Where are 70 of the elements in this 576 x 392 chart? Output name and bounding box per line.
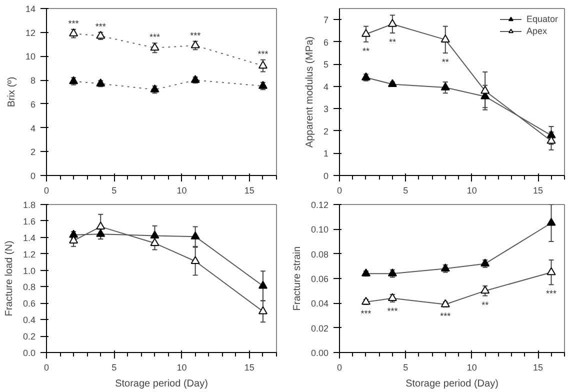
- x-axis-title: Storage period (Day): [115, 378, 208, 390]
- y-axis-title: Apparent modulus (MPa): [304, 36, 316, 148]
- y-tick-label: 1.8: [22, 200, 36, 210]
- legend-label: Equator: [526, 14, 558, 24]
- y-tick-label: 1.4: [22, 232, 36, 243]
- y-tick-label: 1.6: [22, 216, 36, 226]
- y-tick-label: 14: [25, 4, 36, 14]
- y-tick-label: 0.6: [22, 298, 36, 309]
- x-tick-label: 0: [44, 186, 50, 196]
- y-tick-label: 4: [30, 123, 36, 134]
- y-tick-label: 0.4: [22, 315, 36, 326]
- x-tick-label: 5: [403, 186, 408, 196]
- x-tick-label: 10: [176, 362, 187, 372]
- x-tick-label: 15: [533, 186, 544, 196]
- annotation: ***: [258, 48, 269, 59]
- y-tick-label: 0.0: [22, 348, 36, 358]
- legend-label: Apex: [526, 26, 547, 36]
- y-tick-label: 5: [323, 60, 329, 70]
- y-tick-label: 10: [25, 52, 36, 62]
- y-tick-label: 0.06: [310, 274, 329, 284]
- y-tick-label: 0.2: [22, 332, 36, 342]
- y-tick-label: 1.2: [22, 249, 36, 260]
- annotation: ***: [68, 18, 80, 28]
- y-tick-label: 0.10: [310, 224, 329, 235]
- annotation: ***: [360, 308, 372, 318]
- x-tick-label: 5: [403, 362, 408, 372]
- y-tick-label: 7: [323, 15, 329, 26]
- x-axis-title: Storage period (Day): [406, 378, 498, 390]
- annotation: ***: [149, 32, 160, 42]
- y-tick-label: 0.8: [22, 282, 36, 292]
- y-tick-label: 0.08: [310, 249, 329, 260]
- annotation: ***: [440, 310, 452, 321]
- x-tick-label: 0: [44, 362, 50, 372]
- x-tick-label: 15: [244, 362, 254, 372]
- y-tick-label: 2: [30, 147, 36, 158]
- y-tick-label: 8: [30, 76, 36, 86]
- annotation: ***: [95, 21, 106, 32]
- y-tick-label: 6: [323, 37, 329, 48]
- y-tick-label: 0: [30, 171, 36, 181]
- annotation: **: [442, 57, 450, 68]
- annotation: **: [388, 36, 396, 47]
- x-tick-label: 10: [176, 186, 187, 196]
- y-axis-title: Fracture strain: [292, 246, 303, 311]
- y-tick-label: 0.00: [310, 348, 329, 358]
- annotation: ***: [387, 306, 398, 316]
- y-tick-label: 0.04: [310, 298, 329, 309]
- y-tick-label: 0: [323, 171, 329, 181]
- y-tick-label: 3: [323, 104, 329, 114]
- y-axis-title: Fracture load (N): [4, 240, 15, 316]
- y-tick-label: 0.12: [310, 200, 329, 210]
- annotation: ***: [190, 30, 202, 40]
- x-tick-label: 15: [244, 186, 254, 196]
- x-tick-label: 5: [112, 186, 117, 196]
- x-tick-label: 0: [336, 186, 342, 196]
- y-tick-label: 12: [25, 28, 36, 38]
- y-tick-label: 1: [323, 148, 329, 159]
- y-tick-label: 2: [323, 126, 329, 136]
- y-tick-label: 4: [323, 82, 329, 92]
- annotation: ***: [546, 288, 558, 299]
- y-axis-title: Brix (º): [6, 76, 18, 108]
- x-tick-label: 10: [466, 362, 477, 372]
- x-tick-label: 5: [112, 362, 117, 372]
- y-tick-label: 1.0: [22, 266, 36, 276]
- annotation: **: [482, 300, 490, 310]
- x-tick-label: 0: [336, 362, 342, 372]
- x-tick-label: 15: [533, 362, 544, 372]
- annotation: **: [362, 46, 370, 56]
- y-tick-label: 0.02: [310, 323, 329, 334]
- y-tick-label: 6: [30, 99, 36, 110]
- x-tick-label: 10: [466, 186, 477, 196]
